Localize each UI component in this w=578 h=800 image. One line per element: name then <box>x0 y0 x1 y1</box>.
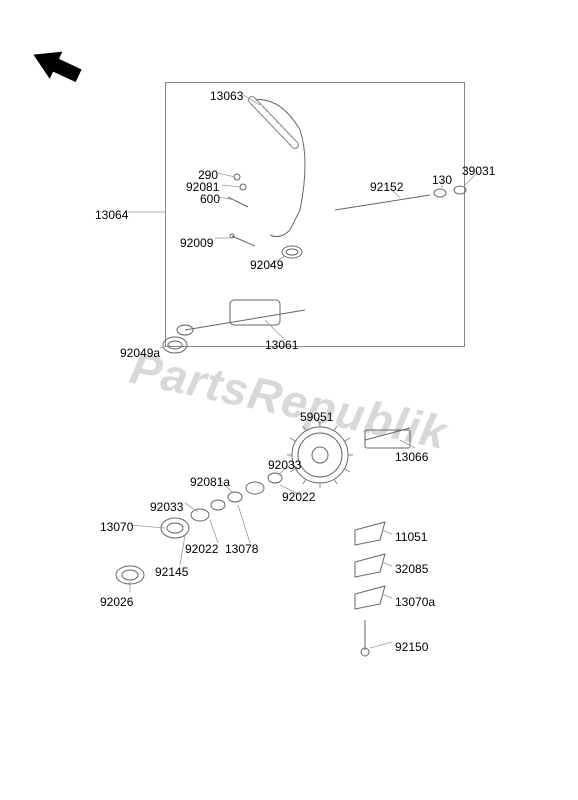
label-13078: 13078 <box>225 542 258 556</box>
label-13063: 13063 <box>210 89 243 103</box>
label-92033-top: 92033 <box>268 458 301 472</box>
label-39031: 39031 <box>462 164 495 178</box>
label-92081a: 92081a <box>190 475 230 489</box>
label-600: 600 <box>200 192 220 206</box>
label-92026: 92026 <box>100 595 133 609</box>
orientation-arrow-icon <box>25 41 85 94</box>
label-130: 130 <box>432 173 452 187</box>
label-92022-top: 92022 <box>282 490 315 504</box>
label-13070: 13070 <box>100 520 133 534</box>
label-92152: 92152 <box>370 180 403 194</box>
watermark-text: PartsRepublik <box>126 340 452 460</box>
label-13064: 13064 <box>95 208 128 222</box>
label-13061: 13061 <box>265 338 298 352</box>
label-92009: 92009 <box>180 236 213 250</box>
parts-diagram-container: PartsRepublik <box>0 0 578 800</box>
label-92049: 92049 <box>250 258 283 272</box>
label-59051: 59051 <box>300 410 333 424</box>
assembly-group-box <box>165 82 465 347</box>
label-92145: 92145 <box>155 565 188 579</box>
label-13070a: 13070a <box>395 595 435 609</box>
label-92150: 92150 <box>395 640 428 654</box>
label-92022-left: 92022 <box>185 542 218 556</box>
label-32085: 32085 <box>395 562 428 576</box>
label-11051: 11051 <box>395 530 427 544</box>
label-92049a: 92049a <box>120 346 160 360</box>
label-92033-left: 92033 <box>150 500 183 514</box>
label-13066: 13066 <box>395 450 428 464</box>
